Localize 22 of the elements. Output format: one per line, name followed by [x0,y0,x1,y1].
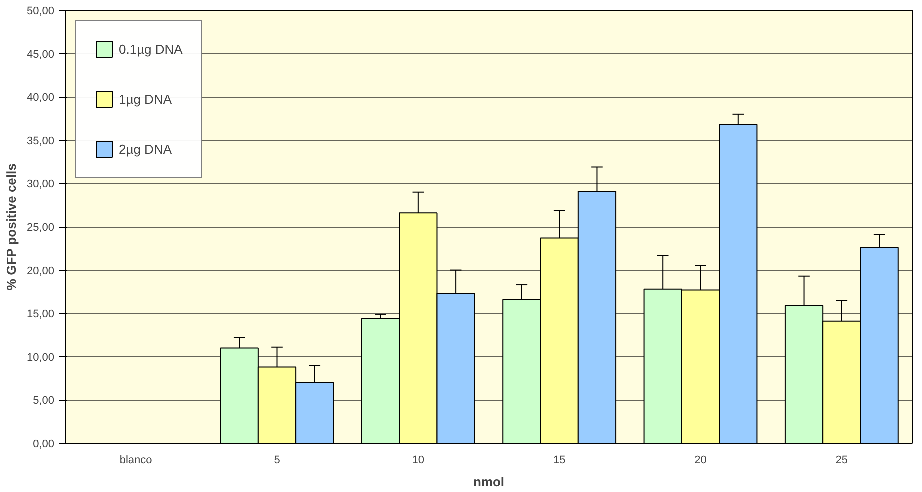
x-tick-label: blanco [120,454,152,466]
y-tick-label: 5,00 [33,395,55,408]
y-tick-label: 50,00 [26,6,55,18]
x-tick-label: 5 [274,454,280,466]
x-tick-label: 10 [412,454,425,466]
y-tick-label: 0,00 [33,438,55,450]
x-tick-label: 25 [836,454,848,466]
x-axis-title: nmol [473,474,505,490]
y-tick-label: 35,00 [26,135,55,148]
y-tick-label: 40,00 [26,92,55,104]
y-tick-label: 30,00 [26,178,55,191]
legend-label: 1µg DNA [119,92,172,106]
legend-label: 2µg DNA [119,142,172,156]
y-tick-label: 25,00 [26,222,55,234]
x-tick-label: 20 [694,454,707,466]
y-tick-label: 10,00 [26,352,55,364]
y-tick-label: 15,00 [26,308,55,321]
y-tick-label: 20,00 [26,265,55,278]
y-tick-label: 45,00 [26,48,55,61]
y-axis-title: % GFP positive cells [4,164,19,291]
x-tick-label: 15 [553,454,566,466]
legend-label: 0.1µg DNA [119,42,183,56]
